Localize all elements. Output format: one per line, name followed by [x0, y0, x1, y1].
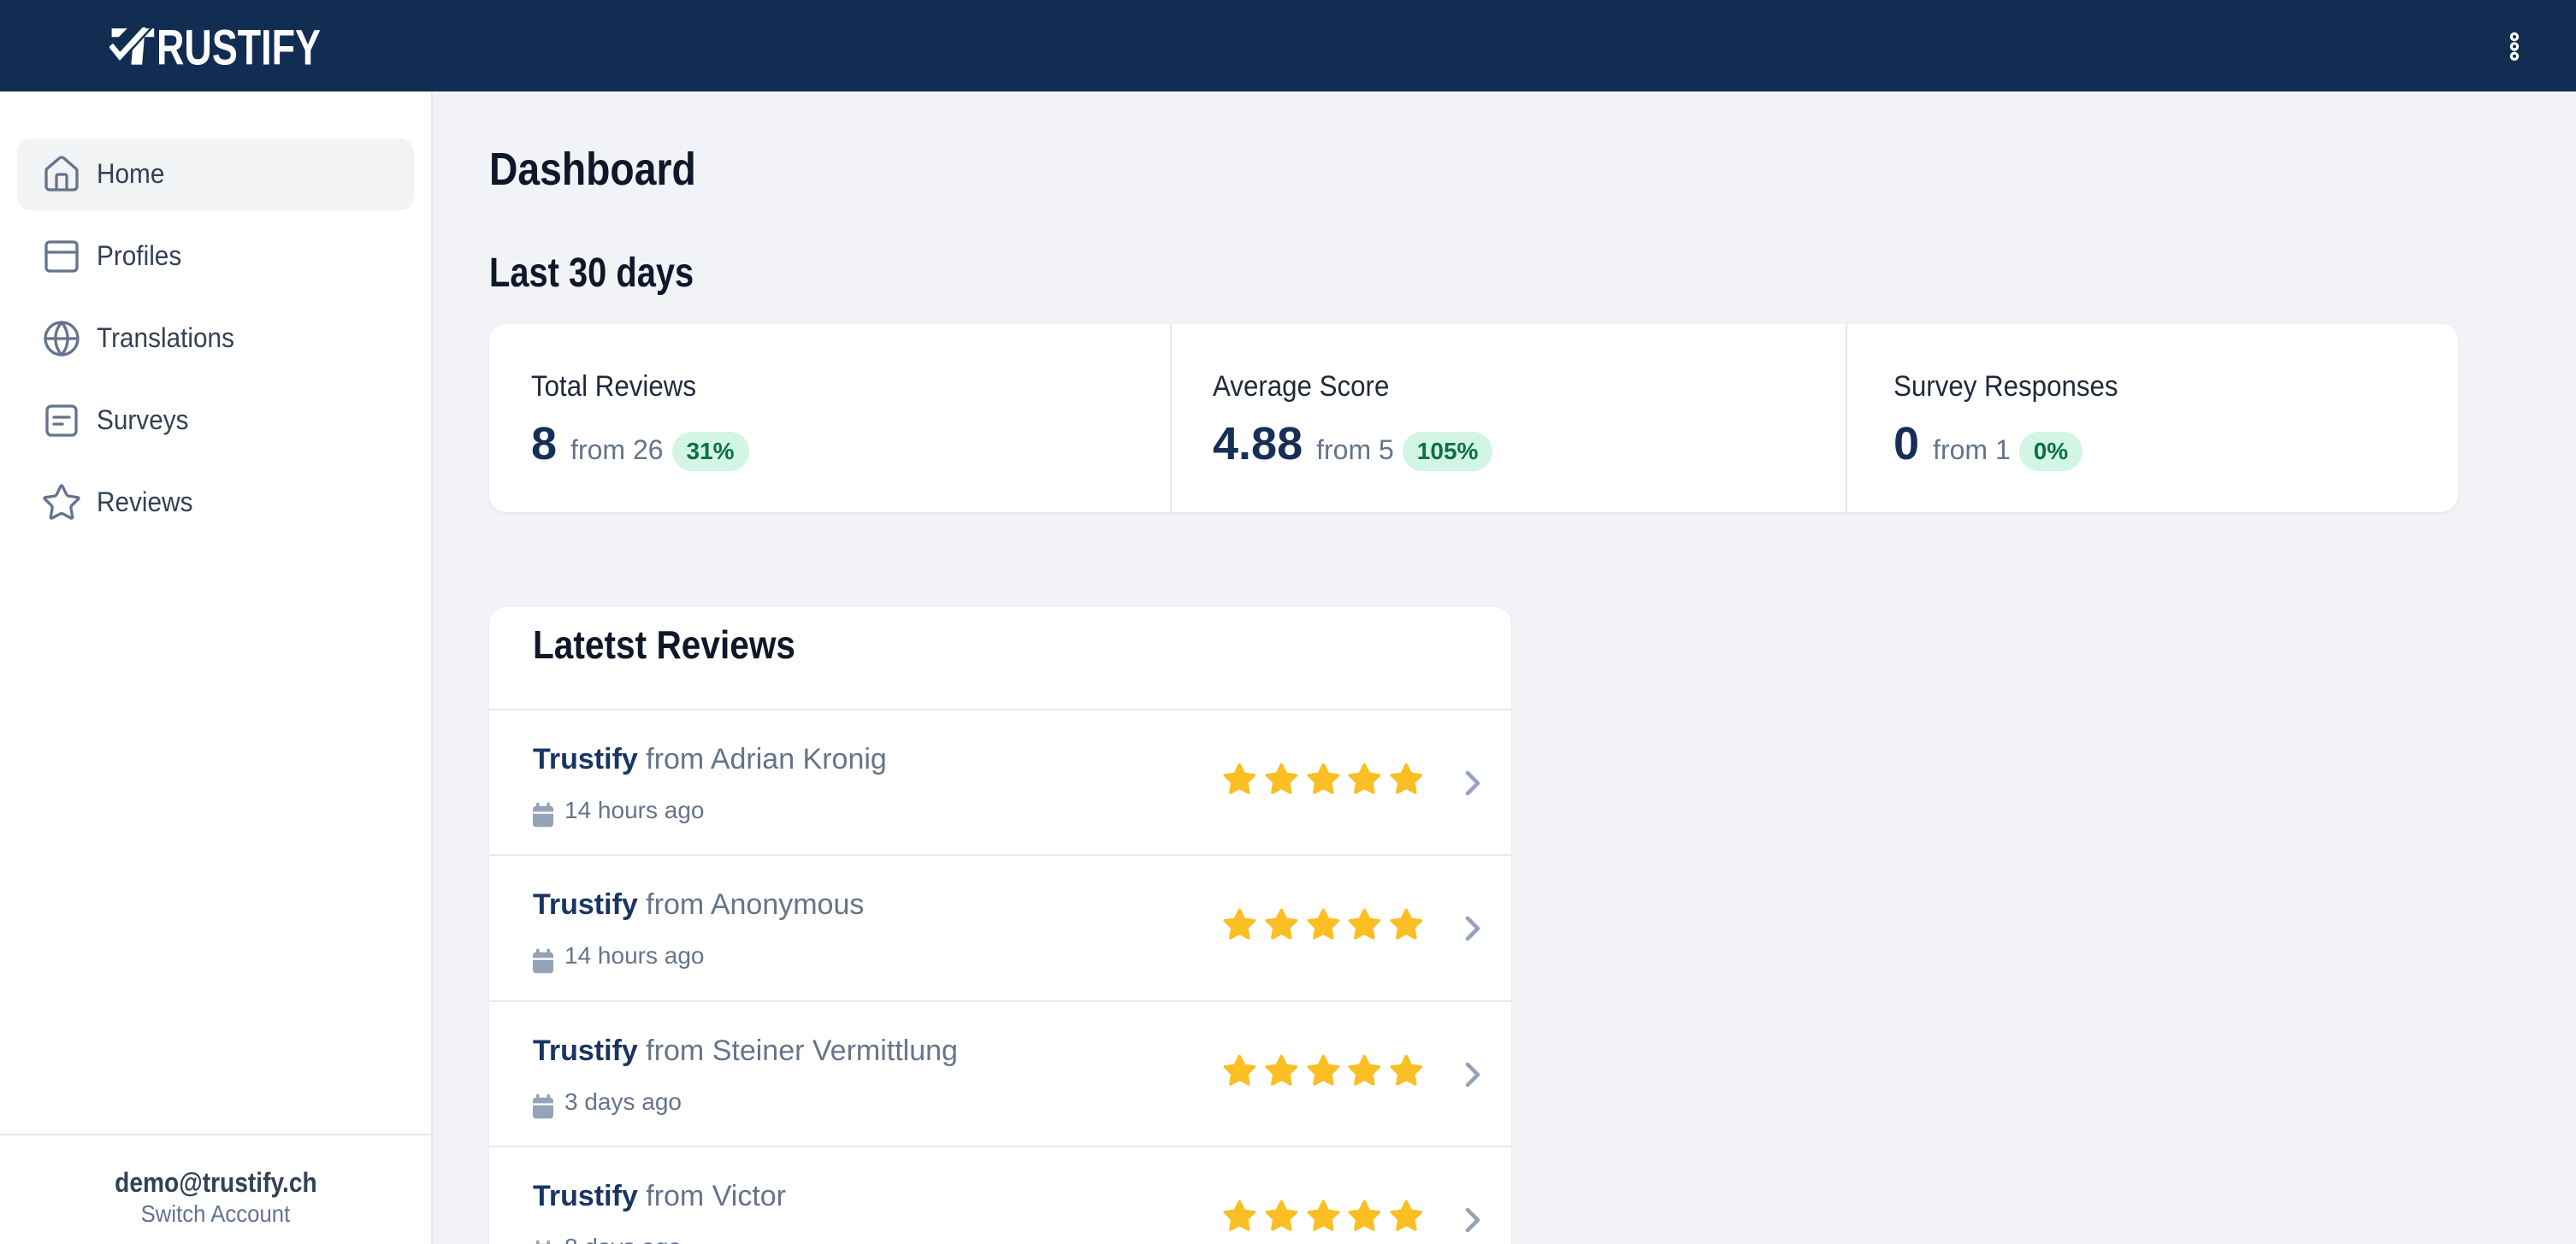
- svg-text:RUSTIFY: RUSTIFY: [157, 27, 321, 67]
